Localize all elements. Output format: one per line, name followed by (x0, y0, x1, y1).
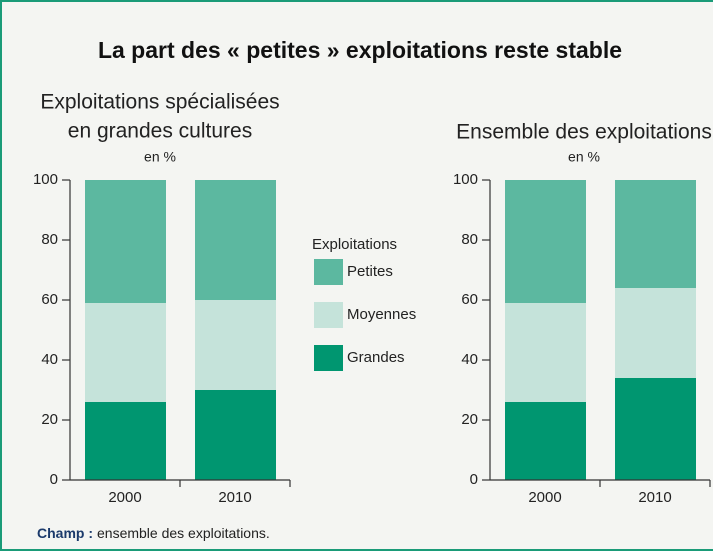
x-tick-label: 2000 (108, 489, 141, 506)
bar-segment (195, 180, 276, 300)
legend-label: Moyennes (347, 306, 416, 323)
note-label: Champ : (37, 525, 93, 541)
y-tick-label: 100 (33, 171, 58, 188)
chart-title: Exploitations spécialisées (40, 91, 279, 114)
bar-segment (615, 180, 696, 288)
unit-label: en % (144, 149, 176, 165)
y-tick-label: 100 (453, 171, 478, 188)
y-tick-label: 0 (470, 471, 478, 488)
x-tick-label: 2010 (638, 489, 671, 506)
legend-label: Grandes (347, 349, 405, 366)
legend-swatch (314, 345, 343, 371)
legend-label: Petites (347, 263, 393, 280)
bar-segment (85, 180, 166, 303)
y-tick-label: 60 (461, 291, 478, 308)
unit-label: en % (568, 149, 600, 165)
chart-title: en grandes cultures (68, 120, 252, 143)
x-tick-label: 2000 (528, 489, 561, 506)
main-title: La part des « petites » exploitations re… (98, 37, 622, 63)
bar-segment (505, 180, 586, 303)
y-tick-label: 40 (41, 351, 58, 368)
bar-segment (195, 390, 276, 480)
y-tick-label: 40 (461, 351, 478, 368)
y-tick-label: 20 (461, 411, 478, 428)
x-tick-label: 2010 (218, 489, 251, 506)
bar-segment (505, 402, 586, 480)
legend-title: Exploitations (312, 236, 397, 253)
note: Champ : ensemble des exploitations. (37, 525, 270, 541)
y-tick-label: 0 (50, 471, 58, 488)
y-tick-label: 20 (41, 411, 58, 428)
legend-swatch (314, 302, 343, 328)
bar-segment (85, 303, 166, 402)
chart-title: Ensemble des exploitations (456, 121, 712, 144)
y-tick-label: 60 (41, 291, 58, 308)
note-text: ensemble des exploitations. (97, 525, 270, 541)
bar-segment (615, 378, 696, 480)
bar-segment (85, 402, 166, 480)
bar-segment (615, 288, 696, 378)
y-tick-label: 80 (461, 231, 478, 248)
bar-segment (195, 300, 276, 390)
legend-swatch (314, 259, 343, 285)
bar-segment (505, 303, 586, 402)
y-tick-label: 80 (41, 231, 58, 248)
